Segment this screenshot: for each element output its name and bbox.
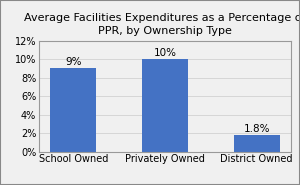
Title: Average Facilities Expenditures as a Percentage of
PPR, by Ownership Type: Average Facilities Expenditures as a Per…	[24, 13, 300, 36]
Text: 10%: 10%	[154, 48, 176, 58]
Bar	[142, 59, 188, 152]
Text: 9%: 9%	[65, 57, 82, 67]
Bar	[50, 68, 96, 152]
Text: 1.8%: 1.8%	[243, 124, 270, 134]
Bar	[234, 135, 280, 152]
